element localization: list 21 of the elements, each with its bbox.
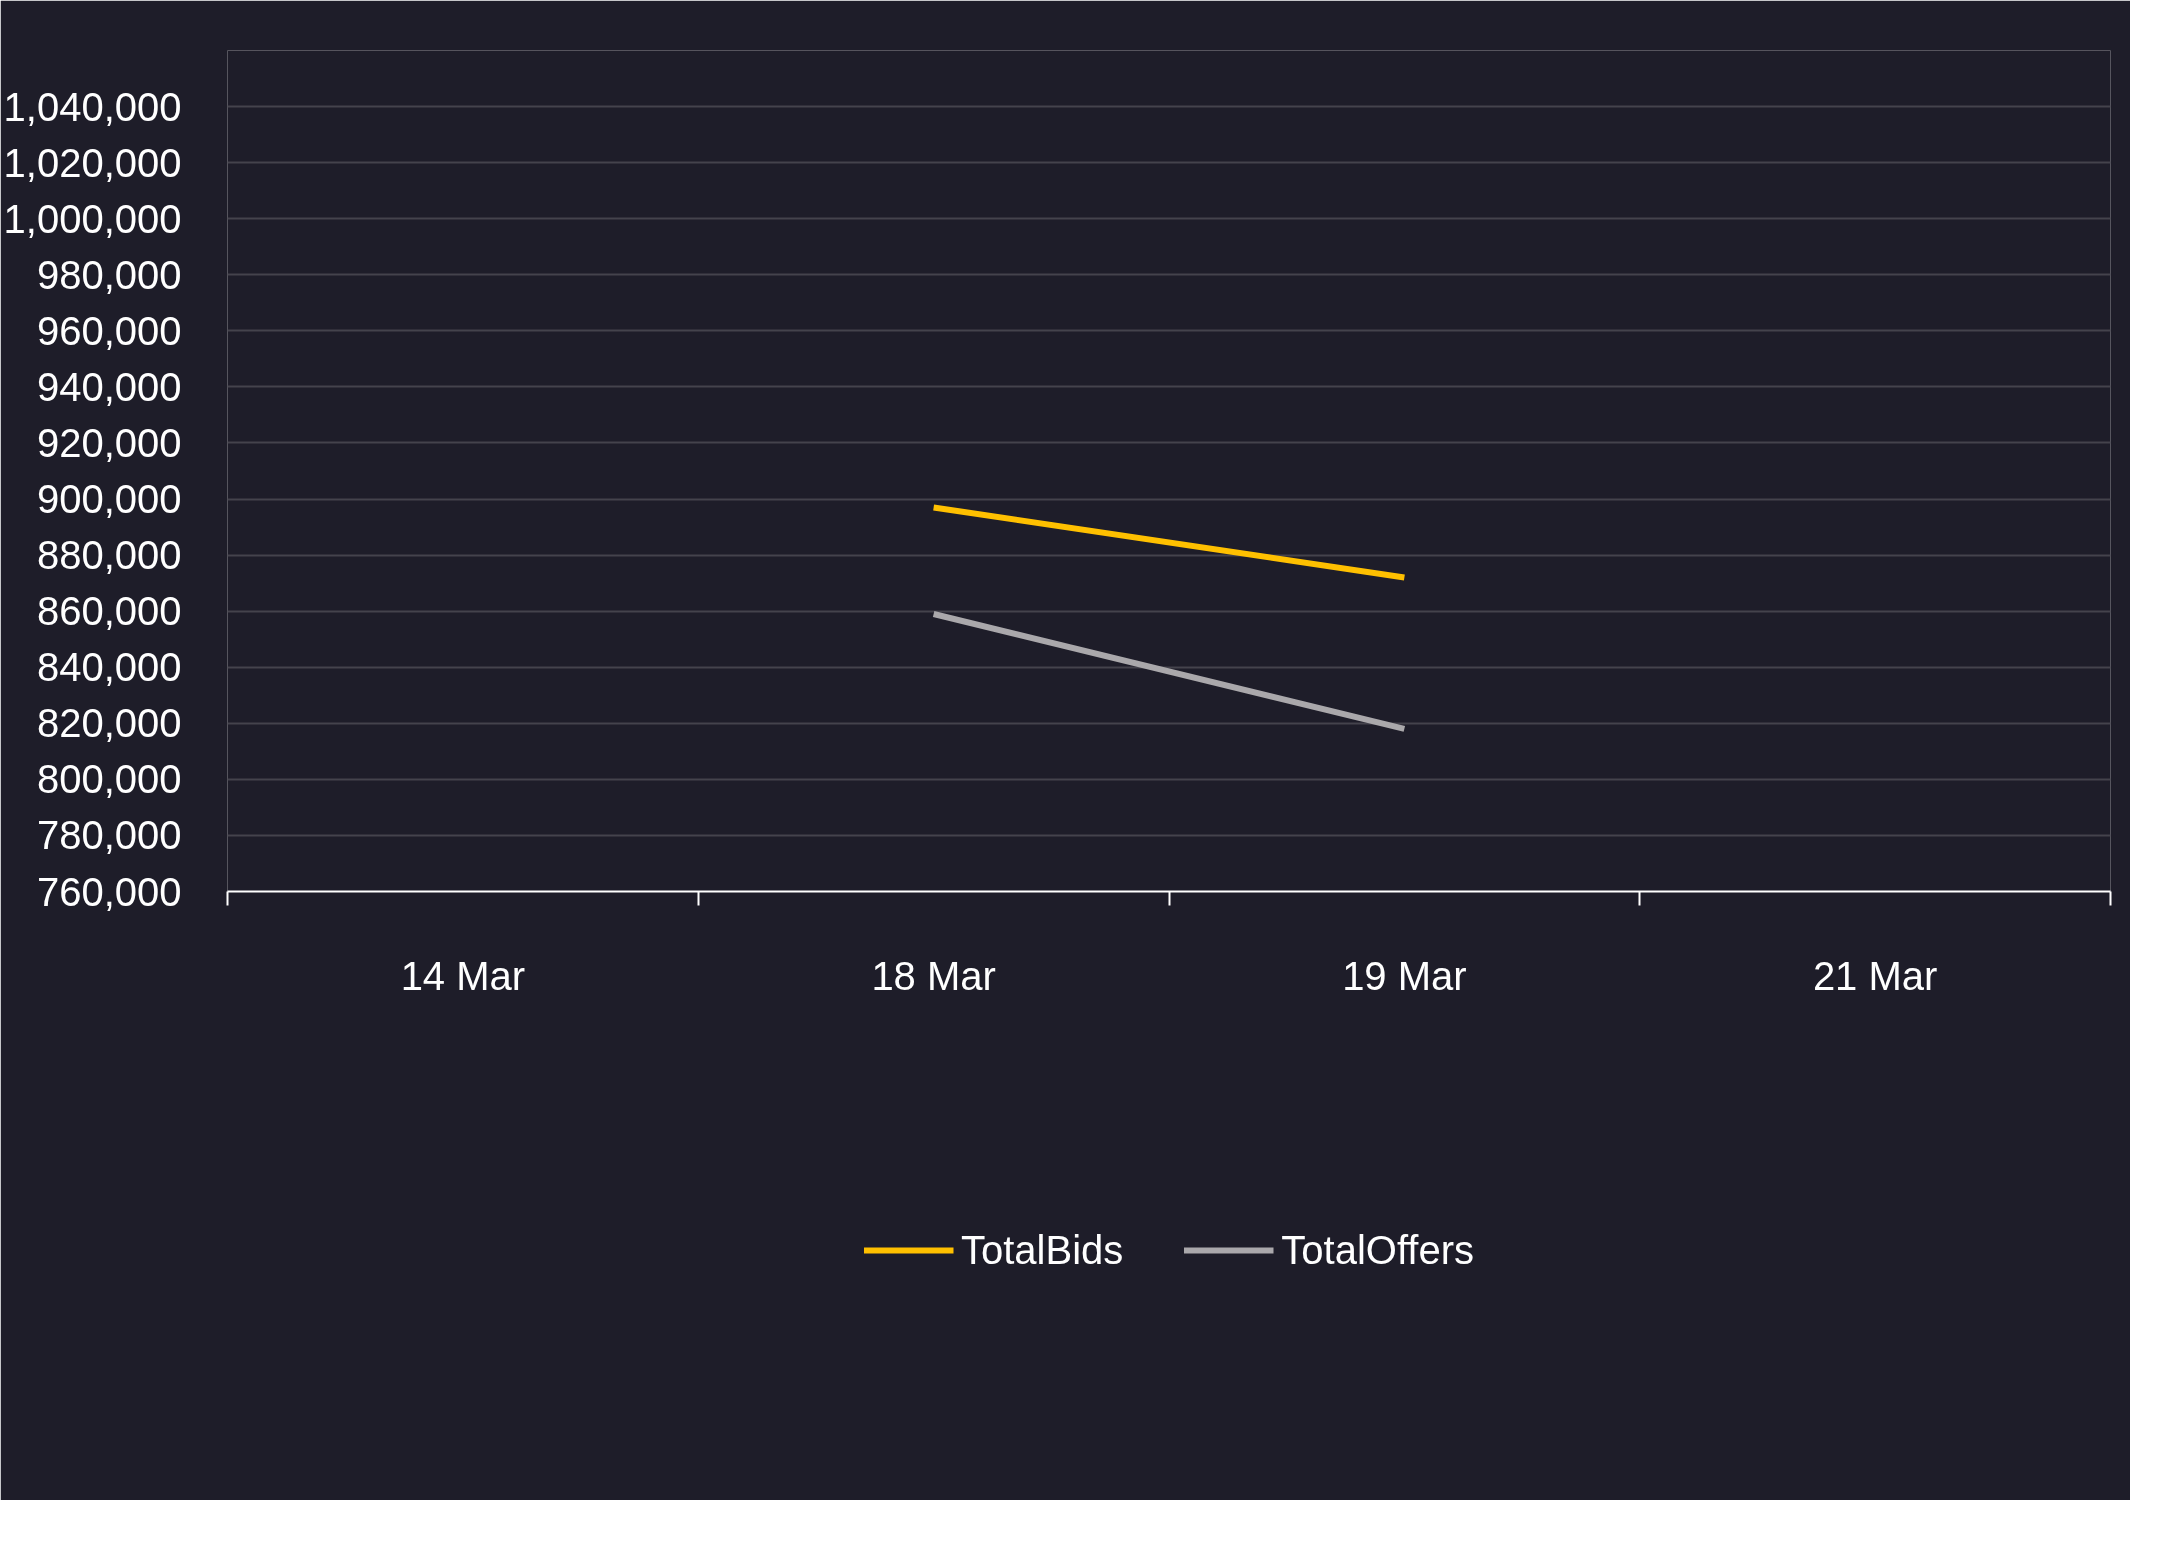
y-tick-label: 920,000 <box>36 420 182 465</box>
x-tick-label: 14 Mar <box>400 953 526 998</box>
y-tick-label: 1,020,000 <box>3 140 182 185</box>
y-tick-label: 840,000 <box>36 645 182 690</box>
y-tick-label: 1,000,000 <box>3 196 182 241</box>
y-tick-label: 880,000 <box>36 533 182 578</box>
x-tick-label: 19 Mar <box>1342 953 1467 998</box>
legend-label: TotalOffers <box>1281 1227 1474 1273</box>
y-tick-label: 980,000 <box>36 252 182 297</box>
y-tick-label: 900,000 <box>36 477 182 522</box>
y-tick-label: 960,000 <box>36 308 182 353</box>
y-tick-label: 1,040,000 <box>3 84 182 129</box>
x-tick-label: 18 Mar <box>871 953 996 998</box>
y-tick-label: 760,000 <box>36 869 182 914</box>
legend-label: TotalBids <box>961 1227 1124 1273</box>
y-tick-label: 800,000 <box>36 757 182 802</box>
y-tick-label: 940,000 <box>36 364 182 409</box>
y-tick-label: 860,000 <box>36 589 182 634</box>
y-tick-label: 780,000 <box>36 813 182 858</box>
y-tick-label: 820,000 <box>36 701 182 746</box>
x-tick-label: 21 Mar <box>1812 953 1938 998</box>
